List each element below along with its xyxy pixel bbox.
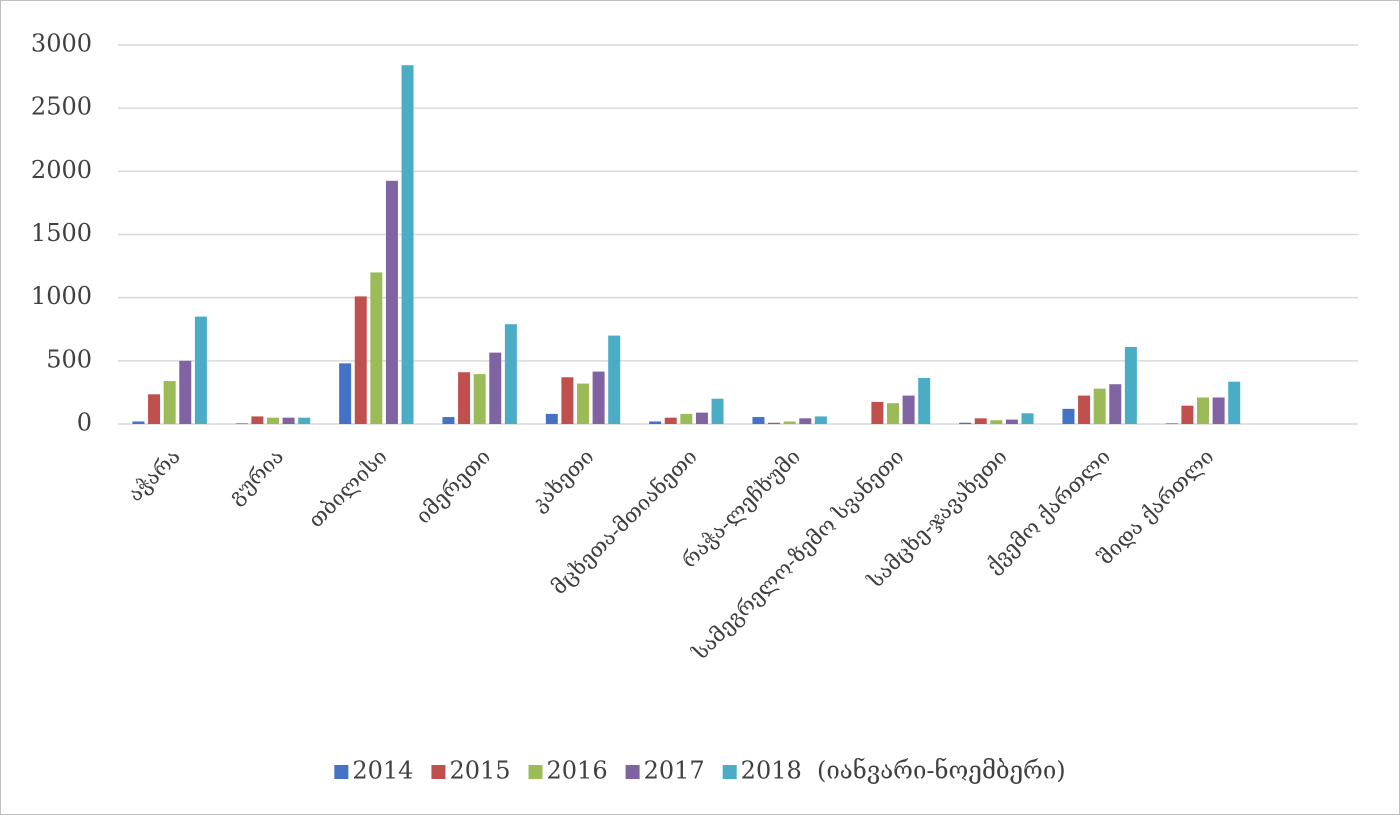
bar — [871, 401, 884, 424]
bar — [1165, 423, 1178, 424]
bar — [458, 372, 471, 424]
bar — [339, 363, 352, 424]
bar — [990, 420, 1003, 424]
bar — [783, 421, 796, 424]
bar — [1021, 413, 1034, 424]
bar — [711, 398, 724, 424]
legend-swatch — [528, 765, 543, 779]
bar — [1109, 384, 1122, 424]
bar — [148, 394, 161, 424]
bar — [385, 180, 398, 424]
bar — [695, 412, 708, 424]
bar — [959, 422, 972, 424]
legend-swatch — [722, 765, 737, 779]
y-tick-label: 0 — [77, 409, 92, 437]
bar — [1078, 395, 1091, 424]
legend-label: 2017 — [644, 757, 705, 785]
bar — [1228, 381, 1241, 424]
y-tick-label: 1500 — [31, 219, 92, 247]
legend-label: 2018 (იანვარი-ნოემბერი) — [741, 757, 1066, 785]
bar — [163, 381, 176, 424]
bar — [577, 383, 589, 424]
bar — [814, 416, 827, 424]
bar — [902, 395, 915, 424]
bar — [1197, 397, 1209, 424]
y-tick-label: 500 — [46, 345, 92, 373]
bar — [1005, 419, 1018, 424]
bar — [680, 413, 693, 424]
bar — [1062, 408, 1075, 424]
bar — [768, 422, 781, 424]
bar — [664, 417, 677, 424]
bar — [504, 324, 517, 424]
bar — [974, 418, 987, 424]
bar — [1124, 346, 1137, 424]
legend-label: 2015 — [449, 757, 510, 785]
legend-label: 2014 — [352, 757, 413, 785]
legend-swatch — [431, 765, 446, 779]
bar — [235, 423, 248, 424]
bar — [592, 371, 605, 424]
y-tick-label: 2500 — [31, 93, 92, 121]
y-tick-label: 1000 — [31, 282, 92, 310]
bar — [561, 377, 574, 424]
bar — [401, 65, 414, 425]
bar — [132, 421, 145, 424]
bar — [1181, 405, 1194, 424]
bar — [251, 416, 264, 424]
bar — [649, 421, 662, 424]
bar — [918, 377, 931, 424]
bar — [608, 335, 621, 424]
bar — [354, 296, 367, 424]
bar — [752, 417, 765, 424]
bar — [442, 417, 455, 424]
bar — [282, 417, 295, 424]
legend-swatch — [625, 765, 640, 779]
bar — [489, 352, 502, 424]
bar — [298, 417, 311, 424]
bar — [545, 413, 558, 424]
bar — [1212, 397, 1225, 424]
bar — [1093, 388, 1106, 424]
bar — [799, 418, 812, 424]
bar — [179, 360, 192, 424]
bar — [370, 272, 383, 424]
y-tick-label: 3000 — [31, 30, 92, 58]
legend-label: 2016 — [547, 757, 608, 785]
bar — [473, 374, 486, 424]
legend-swatch — [334, 765, 349, 779]
bar — [194, 316, 207, 424]
y-tick-label: 2000 — [31, 156, 92, 184]
bar — [267, 417, 279, 424]
bar — [887, 403, 899, 424]
